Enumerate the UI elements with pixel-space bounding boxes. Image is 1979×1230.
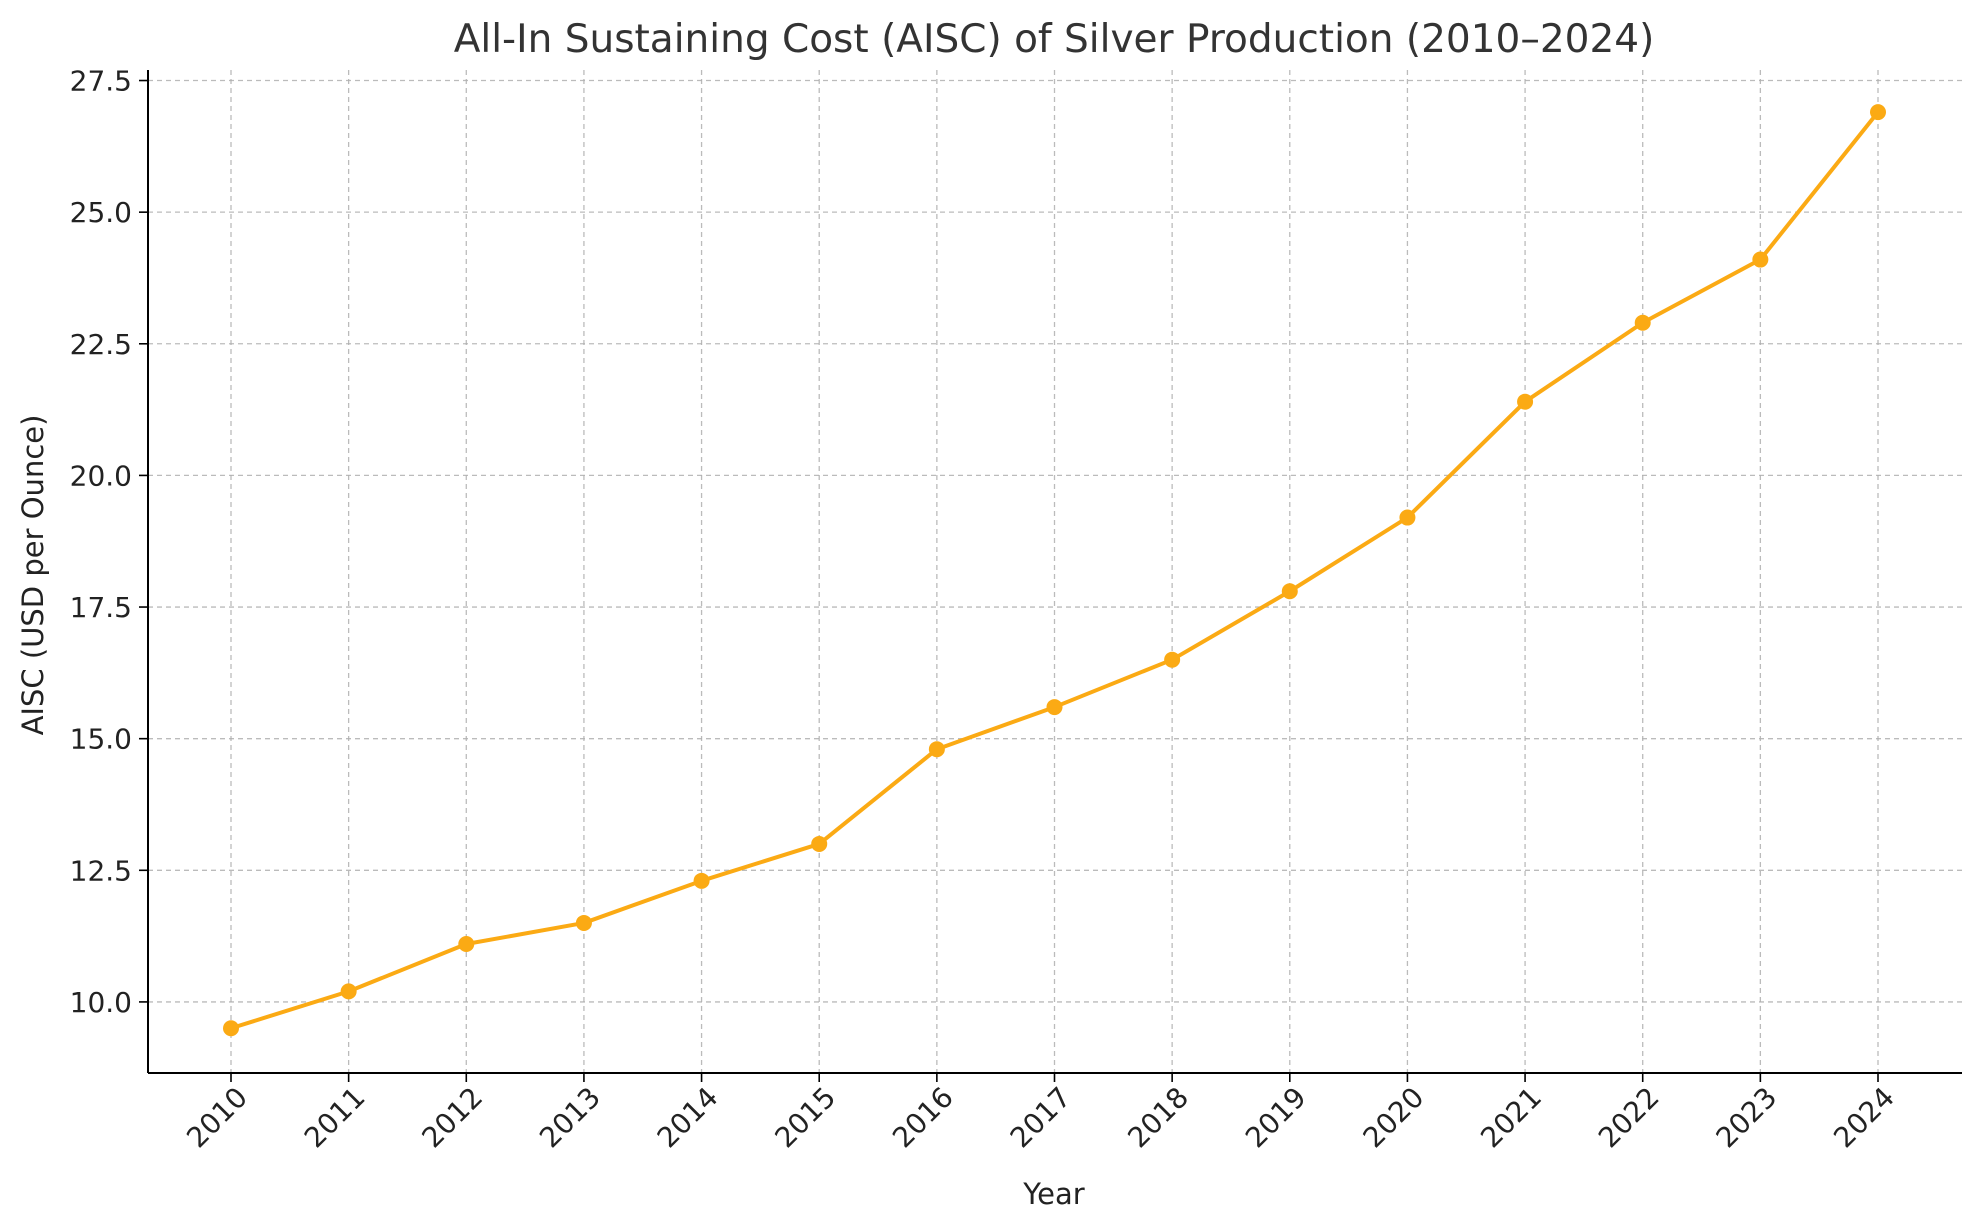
data-point (928, 741, 945, 758)
data-point (1164, 651, 1181, 668)
y-tick-label: 10.0 (70, 986, 132, 1019)
data-point (1517, 393, 1534, 410)
data-point (1281, 583, 1298, 600)
data-point (811, 835, 828, 852)
x-tick-label: 2017 (1004, 1081, 1078, 1155)
data-point (1399, 509, 1416, 526)
x-tick-label: 2019 (1239, 1081, 1313, 1155)
x-tick-label: 2016 (886, 1081, 960, 1155)
x-tick-label: 2023 (1710, 1081, 1784, 1155)
x-axis-label: Year (1022, 1177, 1084, 1211)
data-point (693, 872, 710, 889)
x-tick-label: 2013 (533, 1081, 607, 1155)
y-tick-label: 25.0 (70, 196, 132, 229)
x-tick-label: 2018 (1121, 1081, 1195, 1155)
data-point (223, 1020, 239, 1037)
x-tick-label: 2014 (651, 1081, 725, 1155)
data-point (1870, 104, 1886, 121)
data-point (1752, 251, 1769, 268)
x-tick-label: 2011 (298, 1081, 372, 1155)
x-tick-label: 2021 (1474, 1081, 1548, 1155)
y-tick-label: 20.0 (70, 459, 132, 492)
data-point (458, 936, 475, 953)
x-tick-label: 2015 (768, 1081, 842, 1155)
data-point (575, 914, 592, 931)
x-tick-label: 2024 (1827, 1081, 1901, 1155)
chart-title: All-In Sustaining Cost (AISC) of Silver … (454, 17, 1655, 62)
y-tick-label: 17.5 (70, 591, 132, 624)
x-tick-label: 2022 (1592, 1081, 1666, 1155)
series (223, 104, 1886, 1037)
x-tick-label: 2010 (180, 1081, 254, 1155)
y-axis-label: AISC (USD per Ounce) (16, 415, 50, 736)
grid (148, 70, 1962, 1073)
data-point (1634, 314, 1651, 331)
y-tick-label: 15.0 (70, 723, 132, 756)
data-point (340, 983, 357, 1000)
y-tick-label: 27.5 (70, 65, 132, 98)
x-tick-label: 2012 (416, 1081, 490, 1155)
y-tick-label: 22.5 (70, 328, 132, 361)
y-tick-label: 12.5 (70, 854, 132, 887)
x-tick-label: 2020 (1357, 1081, 1431, 1155)
data-point (1046, 699, 1063, 716)
